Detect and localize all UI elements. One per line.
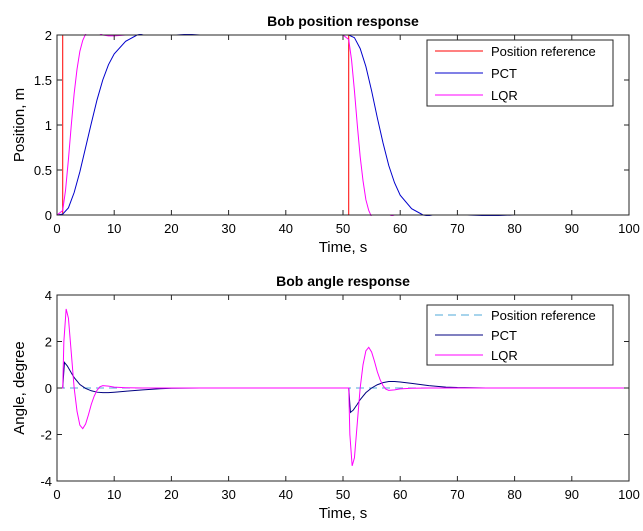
y-tick-label: 1.5 [34, 73, 52, 88]
x-tick-label: 80 [507, 487, 521, 502]
chart-title: Bob angle response [276, 273, 410, 289]
y-tick-label: 0 [45, 208, 52, 223]
x-tick-label: 70 [450, 221, 464, 236]
y-axis-label: Position, m [11, 88, 28, 162]
x-tick-label: 0 [53, 487, 60, 502]
x-axis-label: Time, s [319, 239, 368, 256]
x-tick-label: 30 [221, 221, 235, 236]
chart-2: 0 10 20 30 40 50 60 70 80 90 100 -4 -2 0 2 4 Bob angle r… [11, 273, 640, 522]
y-tick-label: 1 [45, 118, 52, 133]
x-tick-label: 10 [107, 221, 121, 236]
y-tick-label: 0.5 [34, 163, 52, 178]
series-line-3 [57, 308, 629, 467]
y-tick-label: -2 [40, 428, 52, 443]
x-tick-label: 10 [107, 487, 121, 502]
x-tick-label: 100 [618, 487, 640, 502]
legend: Position reference PCT LQR [426, 39, 614, 107]
x-tick-label: 80 [507, 221, 521, 236]
chart-title: Bob position response [267, 13, 419, 29]
x-tick-label: 40 [279, 487, 293, 502]
legend-label-1: Position reference [491, 308, 596, 323]
x-tick-label: 60 [393, 221, 407, 236]
y-tick-label: 2 [45, 335, 52, 350]
chart-1: 0 10 20 30 40 50 60 70 80 90 100 0 0.5 1 1.5 2 Bob posit… [11, 13, 640, 256]
x-tick-label: 20 [164, 221, 178, 236]
y-tick-label: -4 [40, 474, 52, 489]
x-tick-label: 60 [393, 487, 407, 502]
x-tick-label: 40 [279, 221, 293, 236]
legend-label-3: LQR [491, 348, 518, 363]
series-group [57, 308, 629, 467]
y-axis-label: Angle, degree [11, 341, 28, 434]
x-tick-label: 20 [164, 487, 178, 502]
x-tick-label: 70 [450, 487, 464, 502]
x-tick-label: 50 [336, 221, 350, 236]
x-tick-label: 0 [53, 221, 60, 236]
x-tick-label: 50 [336, 487, 350, 502]
legend-label-2: PCT [491, 66, 517, 81]
legend-label-3: LQR [491, 88, 518, 103]
y-tick-label: 4 [45, 288, 52, 303]
x-tick-label: 30 [221, 487, 235, 502]
legend-label-1: Position reference [491, 44, 596, 59]
x-tick-label: 100 [618, 221, 640, 236]
legend: Position reference PCT LQR [426, 304, 614, 366]
y-tick-label: 0 [45, 381, 52, 396]
y-tick-label: 2 [45, 28, 52, 43]
x-tick-label: 90 [565, 487, 579, 502]
legend-label-2: PCT [491, 328, 517, 343]
x-tick-label: 90 [565, 221, 579, 236]
x-axis-label: Time, s [319, 505, 368, 522]
